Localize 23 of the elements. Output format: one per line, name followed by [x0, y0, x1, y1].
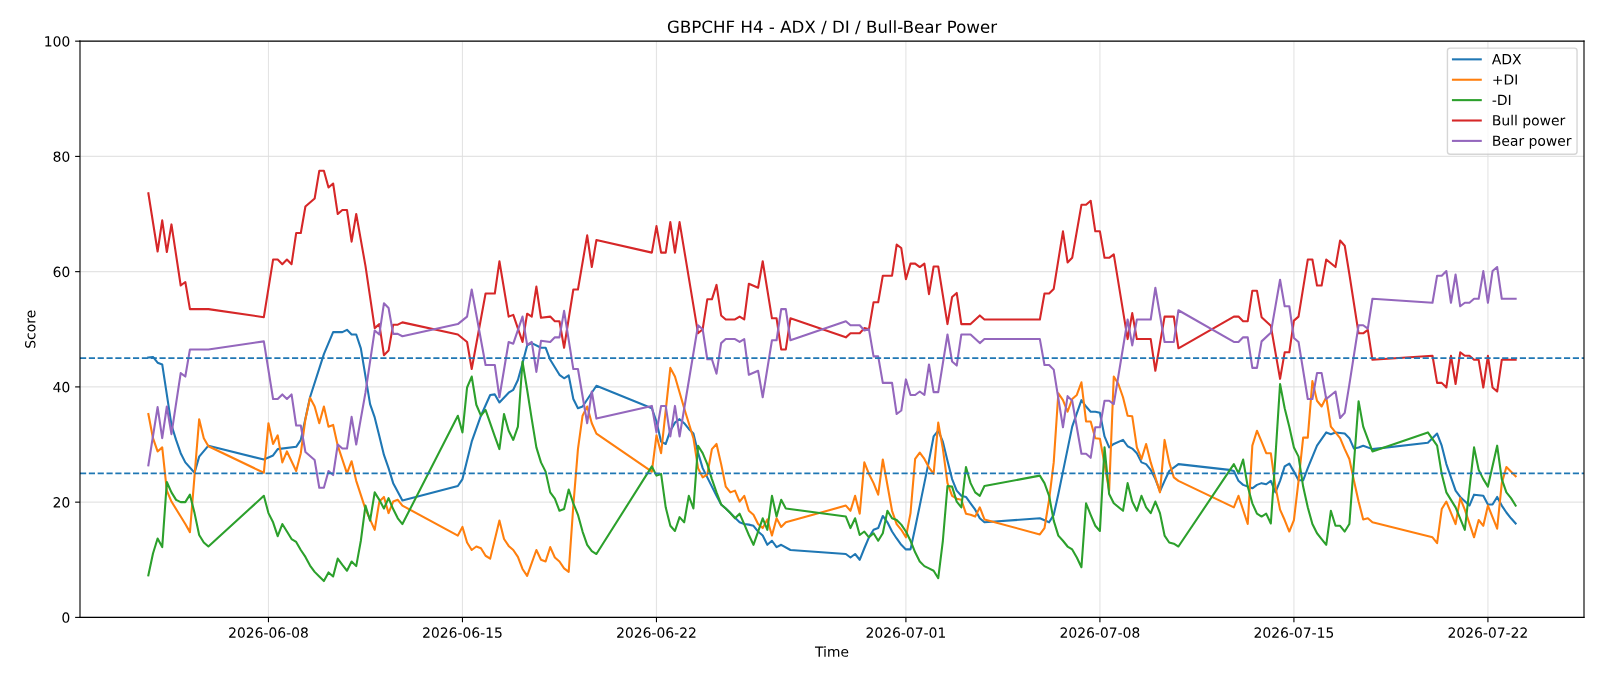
line-series — [147, 169, 1517, 393]
legend-label: Bear power — [1493, 135, 1572, 149]
x-tick-label: 2026-07-08 — [1060, 627, 1140, 638]
legend-label: ADX — [1491, 54, 1522, 65]
legend-label: +DI — [1493, 74, 1517, 85]
y-tick-label: 80 — [53, 151, 70, 162]
x-tick-label: 2026-06-22 — [617, 627, 696, 638]
line-series — [147, 266, 1517, 489]
y-tick-label: 20 — [53, 497, 70, 508]
x-tick-label: 2026-06-15 — [423, 627, 502, 638]
y-tick-label: 100 — [45, 36, 70, 47]
x-tick-label: 2026-06-08 — [229, 627, 308, 638]
legend-label: -DI — [1492, 94, 1511, 105]
y-axis-title: Score — [25, 310, 36, 348]
legend-label: Bull power — [1493, 114, 1566, 129]
y-tick-label: 40 — [53, 381, 70, 393]
y-tick-label: 60 — [53, 266, 70, 278]
x-tick-label: 2026-07-22 — [1448, 627, 1527, 638]
x-tick-label: 2026-07-01 — [866, 627, 945, 638]
x-tick-label: 2026-07-15 — [1254, 627, 1334, 638]
y-tick-label: 0 — [62, 612, 70, 623]
chart-title: GBPCHF H4 - ADX / DI / Bull-Bear Power — [667, 20, 998, 35]
x-axis-title: Time — [814, 646, 849, 657]
